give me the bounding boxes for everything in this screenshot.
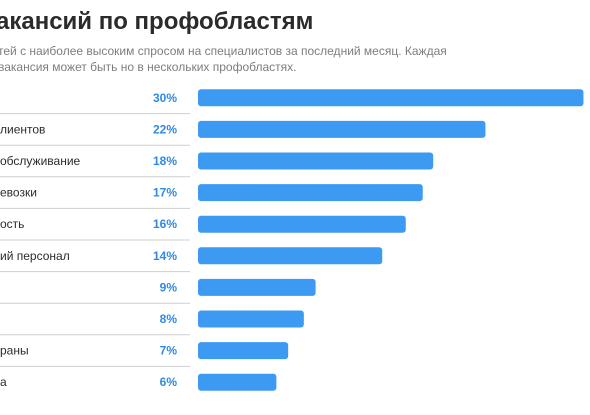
category-label: а <box>0 375 7 389</box>
bar <box>198 278 316 296</box>
category-label: лиентов <box>0 122 45 136</box>
bar <box>198 184 423 202</box>
bar <box>198 120 486 138</box>
bar <box>198 247 383 265</box>
value-label: 22% <box>153 122 177 136</box>
chart-subtitle: тей с наиболее высоким спросом на специа… <box>0 44 447 74</box>
value-label: 8% <box>160 312 178 326</box>
page-title: акансий по профобластям <box>0 8 314 35</box>
value-label: 14% <box>153 249 177 263</box>
bar <box>198 342 289 360</box>
category-label: ость <box>0 217 24 231</box>
value-label: 6% <box>160 375 178 389</box>
value-label: 30% <box>153 91 177 105</box>
bar <box>198 152 434 170</box>
category-label: раны <box>0 344 29 358</box>
category-label: ий персонал <box>0 249 70 263</box>
bar <box>198 310 304 328</box>
bar <box>198 89 584 107</box>
bar <box>198 373 277 391</box>
value-label: 7% <box>160 344 178 358</box>
bar <box>198 215 406 233</box>
category-label: евозки <box>0 186 37 200</box>
value-label: 17% <box>153 186 177 200</box>
value-label: 16% <box>153 217 177 231</box>
category-label: обслуживание <box>0 154 81 168</box>
value-label: 18% <box>153 154 177 168</box>
value-label: 9% <box>160 280 178 294</box>
